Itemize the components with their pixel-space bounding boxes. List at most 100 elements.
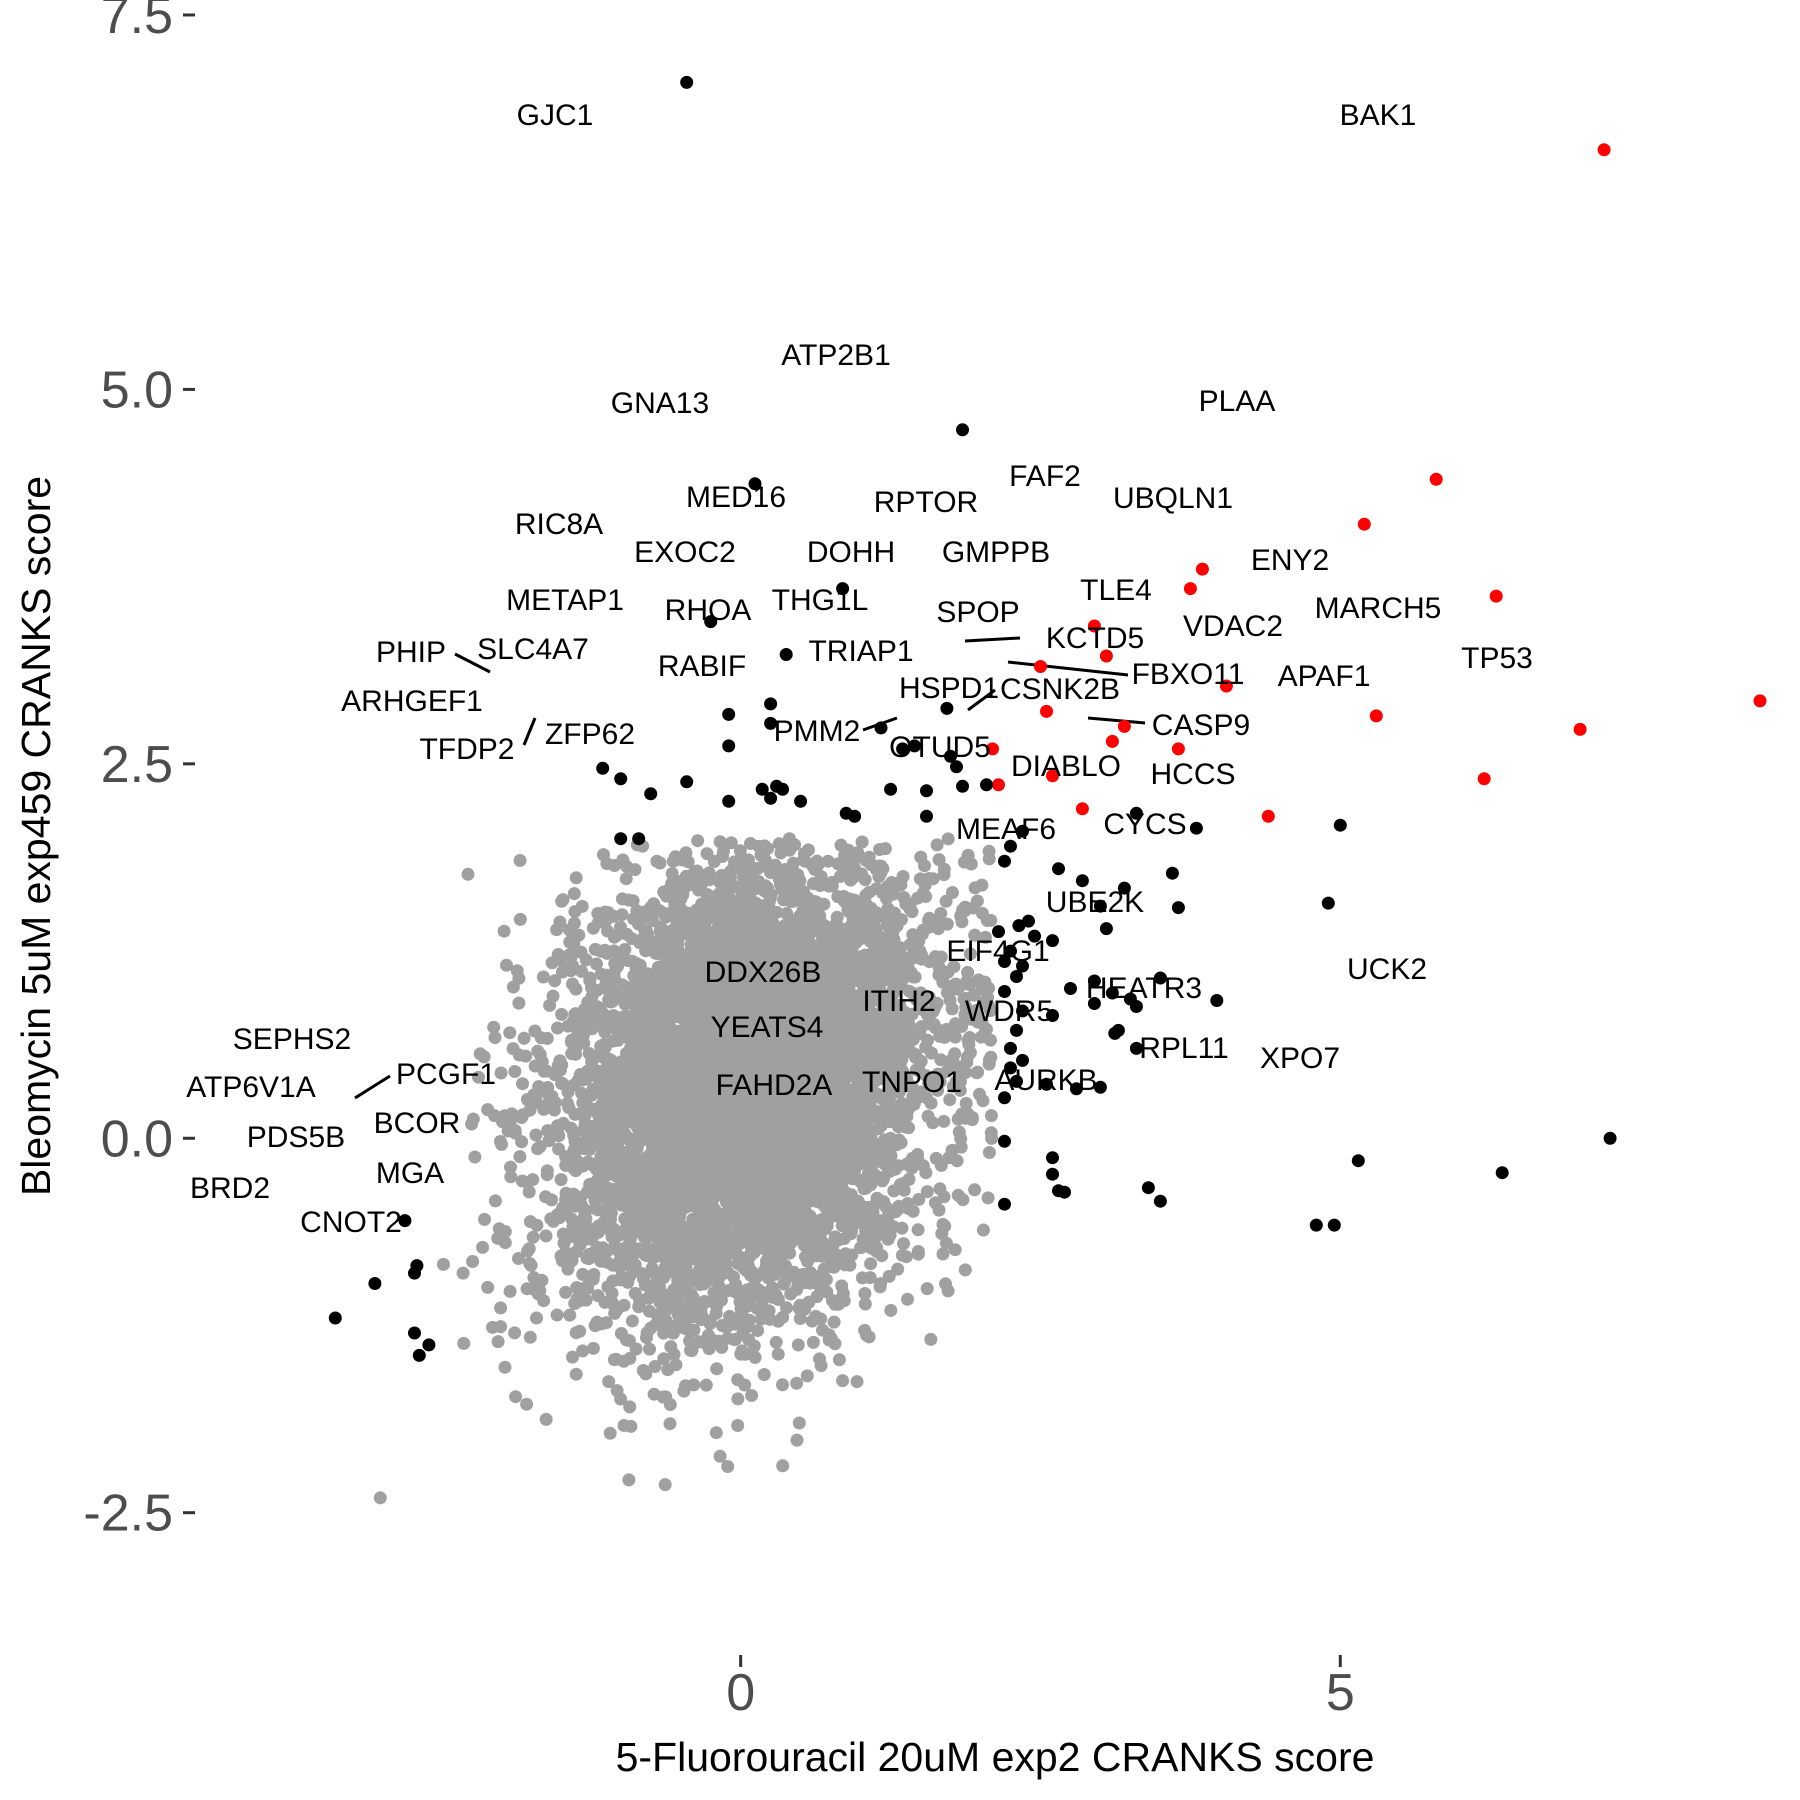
background-gene-point	[911, 1223, 925, 1237]
background-gene-point	[512, 996, 526, 1010]
background-gene-point	[700, 847, 714, 861]
background-gene-point	[941, 832, 955, 846]
background-gene-point	[599, 1316, 613, 1330]
background-gene-point	[939, 1277, 952, 1291]
background-gene-point	[667, 1347, 681, 1361]
background-gene-point	[707, 908, 720, 922]
background-gene-point	[777, 1276, 791, 1290]
background-gene-point	[653, 856, 667, 870]
background-gene-point	[901, 1292, 914, 1306]
background-gene-point	[647, 897, 661, 911]
background-gene-point	[754, 1300, 768, 1314]
background-gene-point	[905, 1161, 919, 1175]
background-gene-point	[569, 871, 583, 885]
background-gene-point	[530, 1096, 543, 1110]
background-gene-point	[643, 1342, 656, 1356]
background-gene-point	[839, 1247, 853, 1261]
background-gene-point	[932, 853, 946, 867]
background-gene-point	[540, 1064, 554, 1078]
background-gene-point	[833, 869, 847, 883]
background-gene-point	[724, 836, 738, 850]
background-gene-point	[436, 1257, 450, 1271]
background-gene-point	[494, 1066, 508, 1080]
background-gene-point	[916, 1159, 930, 1173]
background-gene-point	[691, 834, 705, 848]
background-gene-point	[863, 1271, 877, 1285]
background-gene-point	[625, 1314, 639, 1328]
background-gene-point	[912, 1192, 926, 1206]
background-gene-point	[569, 982, 583, 996]
background-gene-point	[586, 1341, 600, 1355]
background-gene-point	[831, 857, 845, 871]
background-gene-point	[658, 1478, 672, 1492]
background-gene-point	[806, 1335, 820, 1349]
background-gene-point	[790, 1433, 804, 1447]
background-gene-point	[617, 1419, 631, 1432]
background-gene-point	[647, 1387, 661, 1401]
background-gene-point	[588, 942, 602, 956]
background-gene-point	[731, 1392, 745, 1406]
background-gene-point	[636, 1364, 650, 1377]
background-gene-point	[924, 1332, 938, 1346]
background-gene-point	[891, 1262, 905, 1276]
background-gene-point	[523, 1330, 537, 1344]
background-gene-point	[524, 1258, 538, 1272]
background-gene-point	[597, 848, 610, 862]
background-gene-point	[858, 1287, 872, 1300]
background-gene-point	[555, 1007, 569, 1021]
background-gene-point	[615, 908, 629, 922]
background-gene-point	[494, 1301, 508, 1315]
background-gene-point	[640, 1326, 654, 1340]
background-gene-point	[757, 1368, 771, 1381]
background-gene-point	[713, 1449, 727, 1463]
background-gene-point	[561, 1085, 575, 1099]
background-gene-point	[792, 1416, 806, 1430]
background-gene-point	[940, 917, 954, 931]
background-gene-point	[850, 1375, 864, 1389]
background-gene-point	[619, 872, 633, 886]
background-gene-point	[665, 867, 679, 881]
background-gene-point	[488, 1031, 502, 1045]
background-gene-point	[555, 894, 569, 908]
background-gene-point	[776, 1378, 789, 1392]
background-gene-point	[615, 1092, 629, 1106]
background-gene-point	[550, 923, 564, 937]
background-gene-point	[976, 1094, 990, 1108]
background-gene-point	[517, 1031, 531, 1045]
background-gene-point	[731, 1419, 745, 1432]
background-gene-point	[456, 1266, 470, 1280]
background-gene-point	[529, 1128, 543, 1142]
background-gene-point	[498, 1360, 512, 1374]
background-gene-point	[899, 1250, 913, 1264]
background-gene-point	[673, 1278, 687, 1292]
background-gene-point	[584, 1015, 598, 1029]
background-gene-point	[791, 1338, 805, 1352]
background-gene-point	[516, 1077, 529, 1091]
background-gene-point	[508, 1326, 522, 1340]
background-gene-point	[771, 1347, 785, 1361]
background-gene-point	[540, 1164, 554, 1178]
background-gene-point	[521, 1176, 535, 1189]
background-gene-point	[984, 1109, 998, 1123]
background-gene-point	[488, 1194, 502, 1208]
background-gene-point	[847, 974, 861, 988]
background-gene-point	[570, 1245, 584, 1259]
background-gene-point	[550, 1308, 564, 1322]
background-gene-point	[553, 1054, 567, 1068]
background-gene-point	[487, 1020, 501, 1034]
background-gene-point	[620, 859, 633, 873]
background-gene-point	[721, 1460, 735, 1473]
background-gene-point	[736, 1327, 750, 1341]
background-gene-point	[513, 912, 527, 926]
background-gene-point	[669, 1358, 683, 1372]
background-gene-point	[573, 1324, 587, 1338]
background-gene-point	[466, 1255, 480, 1268]
background-gene-point	[575, 899, 589, 913]
background-gene-point	[522, 1242, 536, 1256]
background-gene-point	[663, 1417, 677, 1431]
background-gene-point	[855, 835, 869, 849]
background-gene-point	[539, 1229, 553, 1243]
background-gene-point	[533, 1140, 547, 1154]
background-gene-point	[520, 1397, 534, 1411]
